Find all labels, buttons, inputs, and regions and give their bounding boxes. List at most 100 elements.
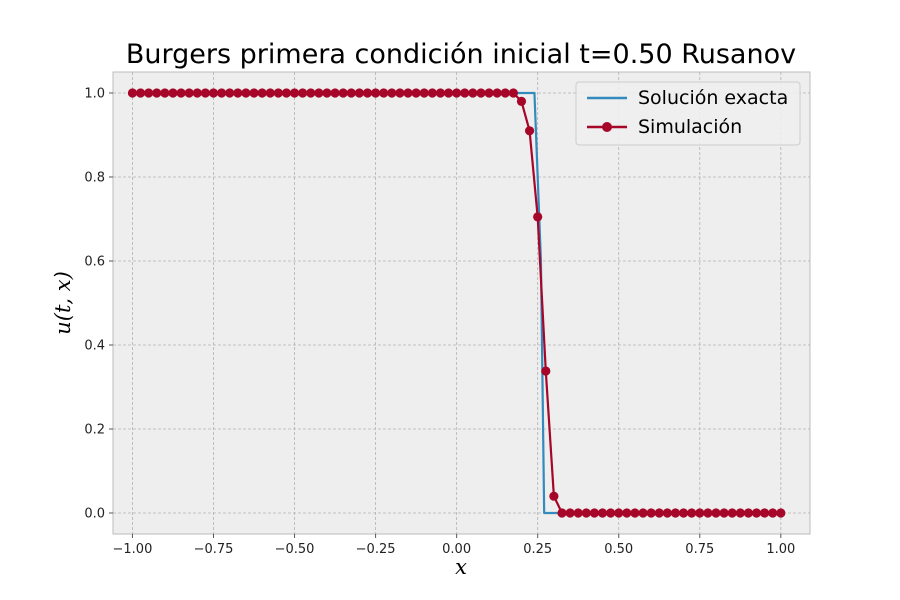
data-point [500,88,510,98]
data-point [719,508,729,518]
data-point [168,88,178,98]
data-point [573,508,583,518]
legend-label-simulation: Simulación [638,116,742,138]
data-point [492,88,502,98]
data-point [533,212,543,222]
data-point [614,508,624,518]
data-point [484,88,494,98]
data-point [298,88,308,98]
data-point [241,88,251,98]
data-point [192,88,202,98]
data-point [516,96,527,106]
x-tick-label: −0.25 [356,542,396,557]
data-point [524,126,535,136]
data-point [468,88,478,98]
data-point [606,508,616,518]
data-point [257,88,267,98]
data-point [589,508,600,518]
data-point [760,508,770,518]
x-tick-label: −0.75 [194,542,234,557]
data-point [362,88,373,98]
legend-marker-simulation [602,122,612,132]
data-point [200,88,210,98]
data-point [411,88,421,98]
y-axis-ticks: 0.0 0.2 0.4 0.6 0.8 1.0 [84,87,113,522]
plot-area [112,71,811,535]
data-point [549,491,559,501]
data-point [452,88,462,98]
data-point [427,88,437,98]
data-point [727,508,737,518]
data-point [346,88,356,98]
series-layer [127,88,786,518]
data-point [330,88,340,98]
data-point [662,508,672,518]
y-tick-label: 0.2 [84,423,105,438]
data-point [135,88,146,98]
y-tick-label: 0.0 [84,507,105,522]
data-point [687,508,697,518]
data-point [249,88,259,98]
data-point [735,508,745,518]
data-point [370,88,381,98]
data-point [379,88,389,98]
data-point [281,88,292,98]
data-point [565,508,575,518]
data-point [273,88,283,98]
data-point [289,88,300,98]
data-point [338,88,348,98]
y-axis-label: u(t, x) [51,271,75,335]
data-point [638,508,648,518]
data-point [670,508,681,518]
data-point [654,508,664,518]
data-point [354,88,364,98]
data-point [419,88,429,98]
data-point [265,88,275,98]
data-point [387,88,397,98]
data-point [703,508,713,518]
data-point [768,508,778,518]
data-point [557,508,567,518]
data-point [776,508,786,518]
x-axis-ticks: −1.00 −0.75 −0.50 −0.25 0.00 0.25 0.50 0.75 1.00 [113,534,795,557]
data-point [751,508,762,518]
data-point [160,88,170,98]
data-point [743,508,754,518]
data-point [152,88,162,98]
data-point [208,88,219,98]
data-point [541,366,551,376]
y-tick-label: 1.0 [84,87,105,102]
x-tick-label: −1.00 [113,542,153,557]
data-point [144,88,154,98]
x-tick-label: 1.00 [766,542,795,557]
data-point [233,88,243,98]
data-point [581,508,591,518]
data-point [443,88,454,98]
data-point [395,88,405,98]
data-point [630,508,640,518]
x-tick-label: 0.50 [604,542,633,557]
x-tick-label: −0.50 [275,542,315,557]
data-point [597,508,608,518]
data-point [622,508,632,518]
data-point [217,88,227,98]
legend-label-exact: Solución exacta [638,87,788,109]
data-point [508,88,518,98]
y-tick-label: 0.4 [84,339,105,354]
data-point [678,508,689,518]
data-point [322,88,332,98]
x-axis-label: x [455,555,467,579]
x-tick-label: 0.25 [523,542,552,557]
data-point [460,88,470,98]
data-point [711,508,721,518]
legend: Solución exacta Simulación [575,81,801,146]
data-point [225,88,235,98]
data-point [306,88,316,98]
data-point [435,88,446,98]
chart-title: Burgers primera condición inicial t=0.50… [126,39,796,70]
x-tick-label: 0.00 [442,542,471,557]
data-point [176,88,186,98]
y-tick-label: 0.8 [84,171,105,186]
data-point [695,508,705,518]
